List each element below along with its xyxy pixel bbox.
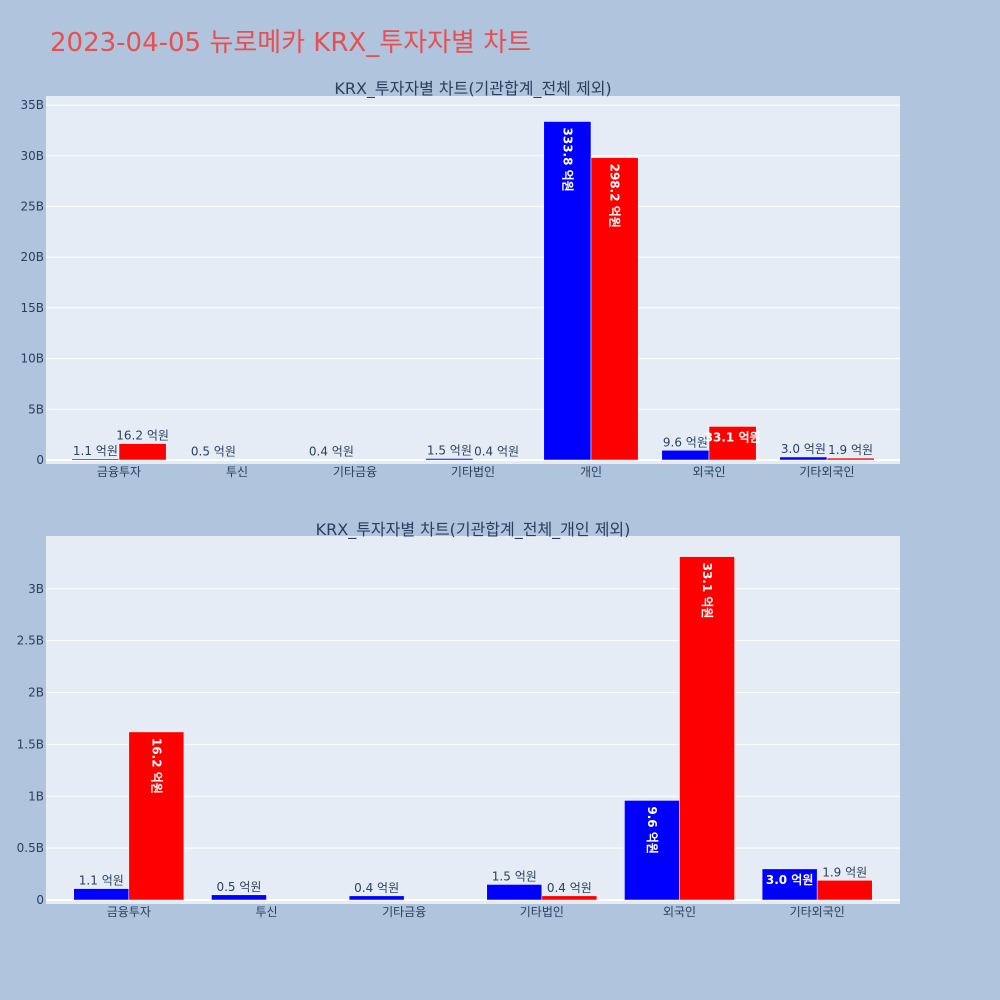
y-tick-label: 2B [28,686,44,700]
x-tick-label: 기타외국인 [790,905,845,919]
y-tick-label: 35B [20,98,44,112]
y-tick-label: 20B [20,250,44,264]
y-tick-label: 1B [28,789,44,803]
x-tick-label: 기타법인 [520,905,564,919]
data-label: 0.4 억원 [474,445,519,459]
x-tick-label: 기타법인 [451,465,495,479]
data-label: 1.1 억원 [79,874,124,888]
y-tick-label: 3B [28,582,44,596]
bar [425,458,474,461]
data-label: 0.4 억원 [354,881,399,895]
plot-area [46,96,900,464]
x-tick-label: 개인 [580,465,602,479]
y-tick-label: 2.5B [17,634,44,648]
bar [128,731,185,901]
y-tick-label: 30B [20,149,44,163]
x-tick-label: 기타외국인 [799,465,854,479]
bar [348,895,405,901]
data-label: 33.1 억원 [705,430,761,444]
chart-1: 0 5B 10B 15B 20B 25B 30B 35B KRX_투자자별 차트(기관합계_전체… [20,79,900,479]
bar [779,456,828,461]
chart-title: KRX_투자자별 차트(기관합계_전체_개인 제외) [316,520,631,540]
data-label: 3.0 억원 [766,873,814,887]
bar [679,556,735,901]
page-title: 2023-04-05 뉴로메카 KRX_투자자별 차트 [50,28,532,58]
data-label: 0.5 억원 [216,880,261,894]
y-tick-label: 15B [20,301,44,315]
x-tick-label: 투신 [255,905,277,919]
data-label: 33.1 억원 [700,563,714,619]
plot-area [46,536,900,904]
bar [816,880,873,901]
x-tick-label: 금융투자 [97,465,141,479]
bar [211,894,267,901]
bar [661,450,710,461]
y-tick-label: 1.5B [17,737,44,751]
bar [826,457,875,461]
data-label: 9.6 억원 [645,806,659,854]
bar [71,458,120,461]
data-label: 0.5 억원 [191,444,236,458]
y-tick-label: 0 [36,453,44,467]
bar [189,459,238,461]
bar [118,443,167,461]
x-tick-label: 기타금융 [333,465,377,479]
x-tick-label: 기타금융 [382,905,426,919]
y-tick-label: 0.5B [17,841,44,855]
data-label: 1.5 억원 [427,443,472,457]
x-tick-label: 외국인 [663,905,696,919]
data-label: 16.2 억원 [116,429,169,443]
x-tick-label: 투신 [226,465,248,479]
bar [73,888,130,901]
bar [761,868,818,901]
data-label: 1.5 억원 [492,869,537,883]
data-label: 1.1 억원 [73,444,118,458]
bar [541,895,598,901]
data-label: 298.2 억원 [608,164,622,228]
data-label: 16.2 억원 [149,738,163,794]
y-tick-label: 10B [20,352,44,366]
chart-2: 0 0.5B 1B 1.5B 2B 2.5B 3B KRX_투자자별 차트(기관합계_전체_개… [17,520,900,919]
data-label: 333.8 억원 [560,127,574,191]
x-tick-label: 금융투자 [107,905,151,919]
y-tick-label: 5B [28,402,44,416]
data-label: 0.4 억원 [309,445,354,459]
y-tick-label: 0 [36,893,44,907]
chart-title: KRX_투자자별 차트(기관합계_전체 제외) [334,79,611,99]
bar [590,157,639,461]
data-label: 1.9 억원 [828,443,873,457]
data-label: 1.9 억원 [822,865,867,879]
y-tick-label: 25B [20,199,44,213]
data-label: 9.6 억원 [663,435,708,449]
data-label: 0.4 억원 [547,881,592,895]
x-tick-label: 외국인 [692,465,725,479]
bar [486,884,543,901]
data-label: 3.0 억원 [781,442,826,456]
bar [708,426,757,461]
